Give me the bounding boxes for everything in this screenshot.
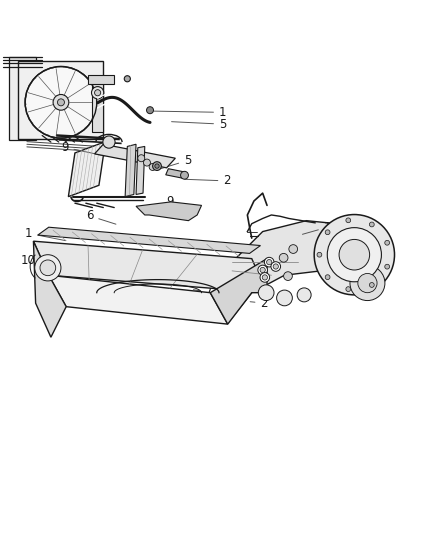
Polygon shape: [38, 227, 261, 253]
Circle shape: [260, 272, 270, 282]
Circle shape: [258, 285, 274, 301]
Circle shape: [180, 171, 188, 179]
Text: 5: 5: [172, 118, 226, 131]
Circle shape: [297, 288, 311, 302]
Text: 1: 1: [154, 106, 226, 119]
Circle shape: [25, 67, 97, 138]
Circle shape: [346, 218, 351, 223]
Circle shape: [271, 262, 281, 271]
Circle shape: [277, 290, 292, 306]
Polygon shape: [88, 75, 114, 84]
Circle shape: [369, 222, 374, 227]
Circle shape: [124, 76, 131, 82]
Circle shape: [385, 240, 389, 245]
Polygon shape: [10, 57, 35, 140]
Circle shape: [258, 265, 268, 275]
Circle shape: [289, 245, 297, 253]
Circle shape: [327, 228, 381, 282]
Circle shape: [138, 155, 145, 161]
Polygon shape: [92, 79, 103, 132]
Circle shape: [152, 161, 161, 171]
Circle shape: [35, 255, 61, 281]
Circle shape: [346, 287, 351, 292]
Text: 9: 9: [61, 141, 105, 156]
Text: 9: 9: [166, 196, 180, 210]
Circle shape: [284, 272, 292, 280]
Polygon shape: [18, 61, 103, 139]
Circle shape: [314, 215, 395, 295]
Circle shape: [40, 260, 56, 276]
Circle shape: [149, 164, 156, 171]
Text: 2: 2: [250, 297, 268, 310]
Polygon shape: [49, 275, 228, 324]
Circle shape: [369, 282, 374, 287]
Text: 1: 1: [25, 227, 66, 240]
Polygon shape: [68, 142, 106, 197]
Polygon shape: [136, 147, 145, 195]
Circle shape: [155, 164, 159, 168]
Text: 2: 2: [185, 174, 231, 188]
Circle shape: [57, 99, 64, 106]
Circle shape: [358, 273, 377, 293]
Circle shape: [103, 136, 115, 148]
Polygon shape: [95, 144, 175, 168]
Text: 4: 4: [141, 286, 163, 299]
Circle shape: [317, 252, 322, 257]
Circle shape: [265, 257, 274, 267]
Circle shape: [92, 87, 104, 99]
Circle shape: [339, 239, 370, 270]
Circle shape: [53, 94, 69, 110]
Circle shape: [95, 90, 101, 96]
Circle shape: [350, 265, 385, 301]
Circle shape: [325, 230, 330, 235]
Text: 7: 7: [193, 286, 212, 299]
Polygon shape: [210, 259, 267, 324]
Text: 10: 10: [20, 254, 58, 267]
Polygon shape: [33, 241, 66, 337]
Circle shape: [325, 275, 330, 280]
Polygon shape: [166, 169, 186, 179]
Circle shape: [147, 107, 153, 114]
Circle shape: [279, 253, 288, 262]
Polygon shape: [33, 241, 267, 293]
Text: 1: 1: [303, 221, 331, 235]
Text: 5: 5: [161, 154, 191, 169]
Circle shape: [267, 260, 272, 265]
Circle shape: [260, 268, 265, 272]
Text: 6: 6: [86, 209, 116, 224]
Circle shape: [144, 159, 150, 166]
Circle shape: [273, 264, 279, 269]
Polygon shape: [228, 221, 381, 323]
Polygon shape: [136, 202, 201, 221]
Circle shape: [385, 264, 389, 269]
Circle shape: [262, 275, 268, 280]
Polygon shape: [125, 144, 136, 197]
